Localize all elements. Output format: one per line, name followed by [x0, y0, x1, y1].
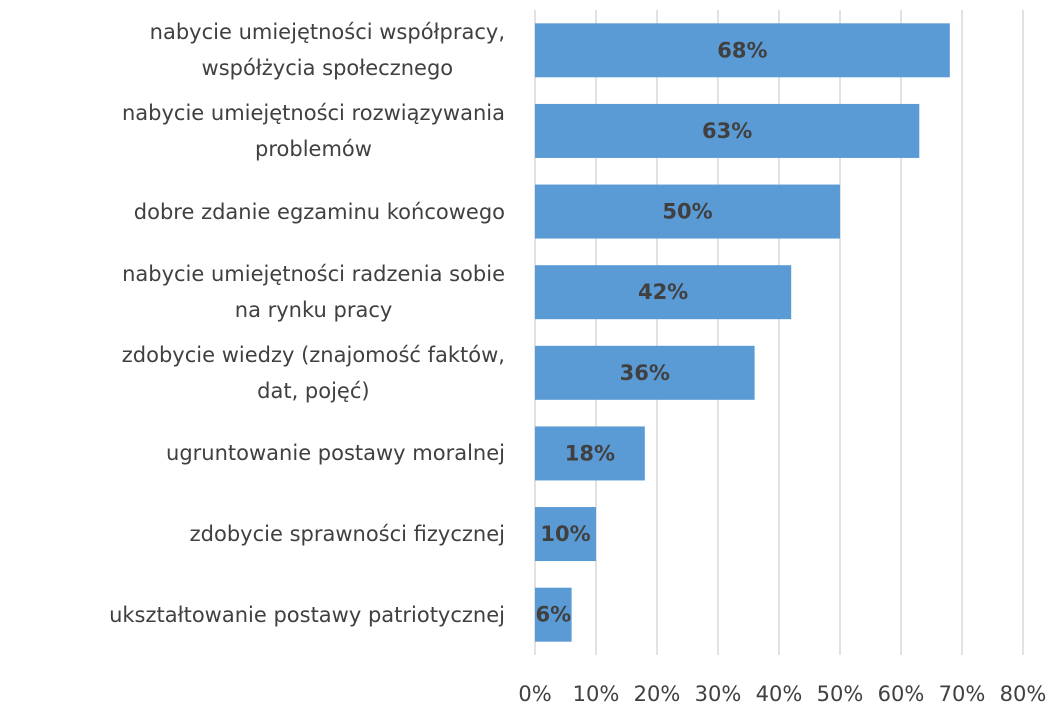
x-tick-label: 30% [695, 682, 742, 706]
bar [535, 426, 645, 481]
data-label: 6% [535, 603, 571, 627]
x-tick-label: 10% [573, 682, 620, 706]
bar [535, 23, 950, 78]
x-tick-label: 0% [518, 682, 551, 706]
x-tick-label: 70% [939, 682, 986, 706]
bar [535, 587, 572, 642]
data-label: 63% [702, 119, 752, 143]
data-label: 10% [540, 522, 590, 546]
data-label: 18% [565, 441, 615, 465]
bar [535, 103, 920, 158]
data-label: 42% [638, 280, 688, 304]
x-tick-label: 20% [634, 682, 681, 706]
bar [535, 184, 840, 239]
data-label: 68% [717, 38, 767, 62]
x-tick-label: 40% [756, 682, 803, 706]
y-tick-label: nabycie umiejętności współpracy, współży… [149, 20, 505, 81]
x-tick-label: 60% [878, 682, 925, 706]
y-tick-label: ukształtowanie postawy patriotycznej [109, 602, 505, 627]
y-tick-label: dobre zdanie egzaminu końcowego [133, 199, 505, 224]
x-tick-label: 50% [817, 682, 864, 706]
data-label: 50% [662, 200, 712, 224]
bar [535, 507, 596, 562]
y-tick-label: ugruntowanie postawy moralnej [166, 441, 505, 466]
y-tick-label: nabycie umiejętności radzenia sobie na r… [122, 262, 505, 323]
bar [535, 345, 755, 400]
data-label: 36% [620, 361, 670, 385]
y-tick-label: zdobycie sprawności fizycznej [189, 522, 505, 547]
y-tick-label: zdobycie wiedzy (znajomość faktów, dat, … [121, 342, 505, 403]
x-tick-label: 80% [1000, 682, 1047, 706]
y-tick-label: nabycie umiejętności rozwiązywania probl… [121, 100, 505, 161]
bar [535, 265, 792, 320]
